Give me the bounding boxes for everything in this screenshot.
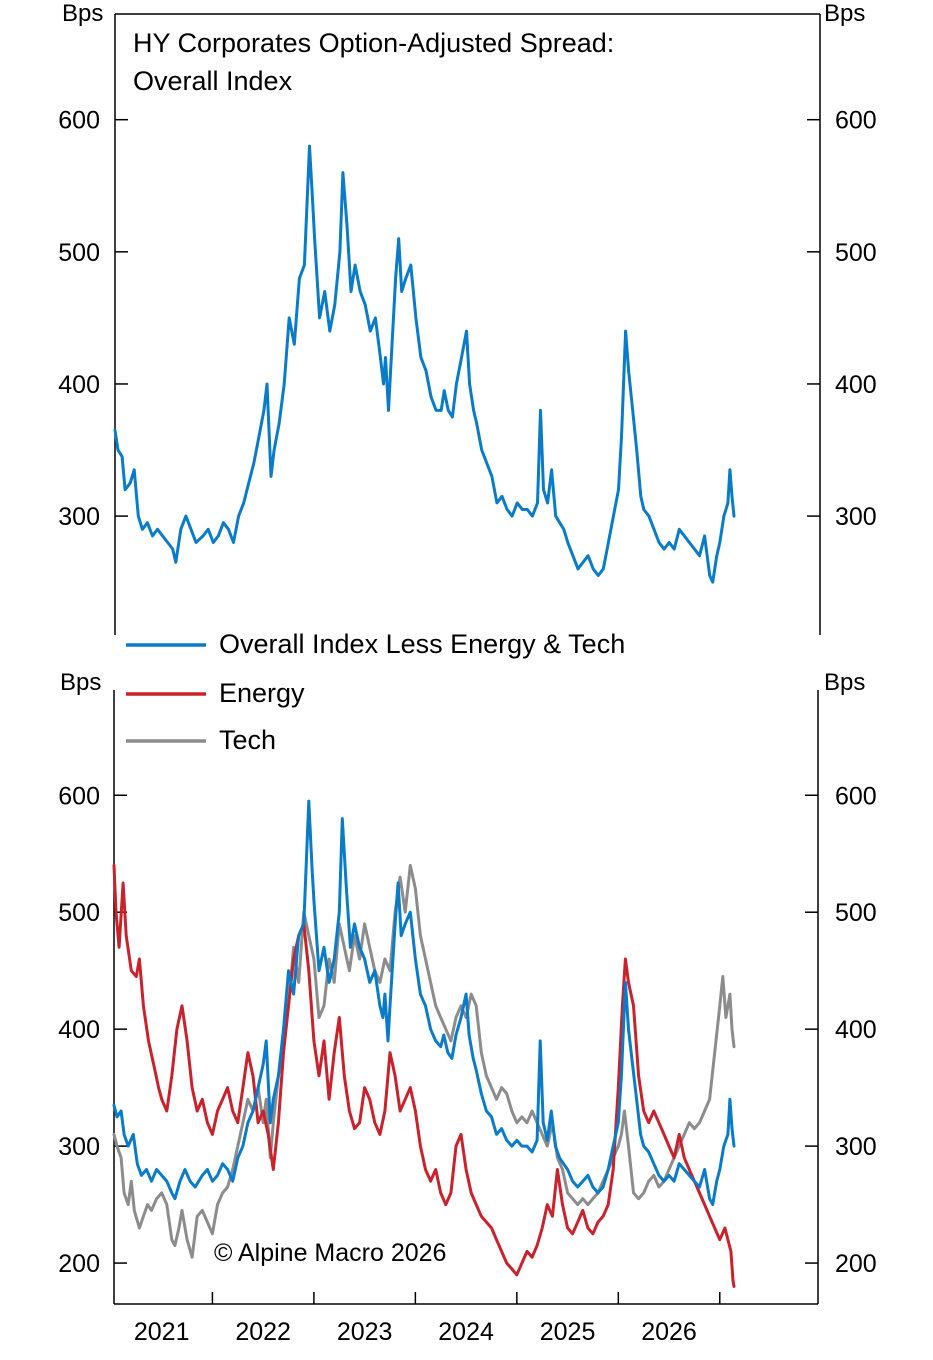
top-chart-subtitle: Overall Index [133, 66, 293, 96]
x-tick-label-2022: 2022 [235, 1318, 291, 1346]
bottom-right-tick-label-600: 600 [835, 782, 877, 810]
x-tick-label-2026: 2026 [641, 1318, 697, 1346]
x-tick-label-2023: 2023 [337, 1318, 393, 1346]
bottom-y-ticks: 200 200 300 300 400 400 500 500 600 600 [58, 782, 876, 1278]
top-right-unit-label: Bps [824, 0, 865, 27]
bottom-left-tick-label-200: 200 [58, 1250, 100, 1278]
top-panel: Bps Bps HY Corporates Option-Adjusted Sp… [58, 0, 877, 635]
bottom-left-tick-label-400: 400 [58, 1016, 100, 1044]
bottom-series-line-energy [112, 863, 736, 1288]
top-right-tick-label-500: 500 [835, 239, 877, 267]
top-y-ticks: 300 300 400 400 500 500 600 600 [58, 107, 876, 531]
bottom-x-ticks: 2021 2022 2023 2024 2025 2026 [134, 1292, 721, 1346]
bottom-right-tick-label-300: 300 [835, 1133, 877, 1161]
bottom-series-line-overall [112, 799, 736, 1207]
legend-label-tech: Tech [219, 725, 276, 755]
top-chart-title: HY Corporates Option-Adjusted Spread: [133, 28, 614, 58]
legend-label-overall: Overall Index Less Energy & Tech [219, 629, 625, 659]
legend-label-energy: Energy [219, 678, 305, 708]
x-tick-label-2021: 2021 [134, 1318, 190, 1346]
top-series-lines [113, 144, 736, 584]
legend: Overall Index Less Energy & Tech Energy … [126, 629, 625, 755]
bottom-series-line-tech [112, 863, 736, 1259]
copyright-text: © Alpine Macro 2026 [214, 1239, 446, 1267]
bottom-panel: Bps Bps 200 200 300 300 400 400 500 500 600 600 2… [58, 669, 876, 1346]
bottom-left-tick-label-500: 500 [58, 899, 100, 927]
bottom-right-tick-label-200: 200 [835, 1250, 877, 1278]
top-right-tick-label-600: 600 [835, 107, 877, 135]
top-left-tick-label-400: 400 [58, 371, 100, 399]
top-series-line-overall [113, 144, 736, 584]
x-tick-label-2025: 2025 [540, 1318, 596, 1346]
x-tick-label-2024: 2024 [438, 1318, 494, 1346]
top-right-tick-label-300: 300 [835, 503, 877, 531]
bottom-left-unit-label: Bps [60, 669, 101, 696]
bottom-left-tick-label-600: 600 [58, 782, 100, 810]
bottom-right-unit-label: Bps [824, 669, 865, 696]
bottom-series-lines [112, 799, 736, 1288]
bottom-left-tick-label-300: 300 [58, 1133, 100, 1161]
top-right-tick-label-400: 400 [835, 371, 877, 399]
top-left-unit-label: Bps [62, 0, 103, 27]
top-left-tick-label-600: 600 [58, 107, 100, 135]
bottom-right-tick-label-400: 400 [835, 1016, 877, 1044]
bottom-right-tick-label-500: 500 [835, 899, 877, 927]
top-left-tick-label-500: 500 [58, 239, 100, 267]
top-left-tick-label-300: 300 [58, 503, 100, 531]
